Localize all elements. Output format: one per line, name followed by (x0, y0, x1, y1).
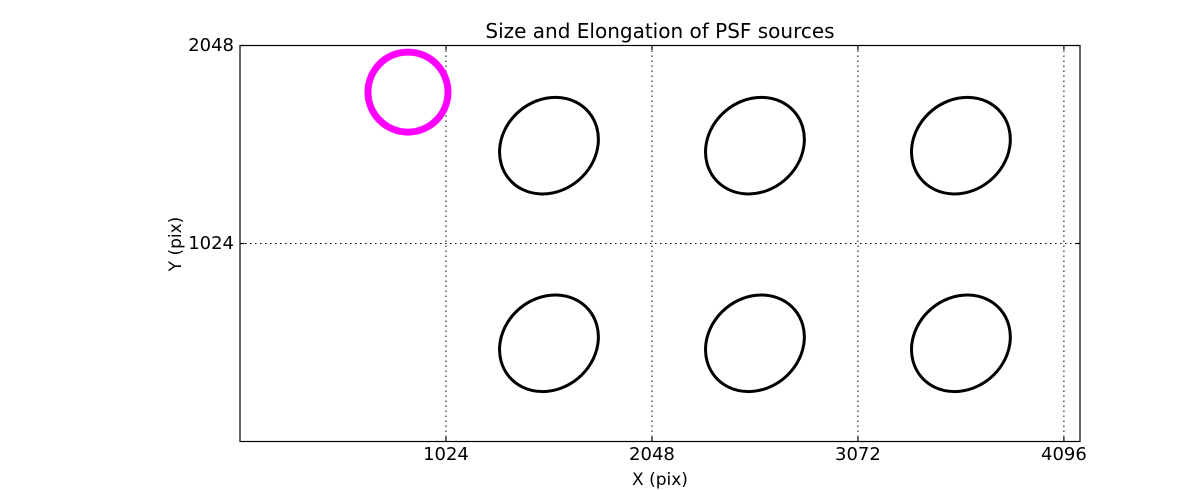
y-tick-label: 2048 (188, 35, 234, 56)
y-tick-label: 1024 (188, 233, 234, 254)
x-tick-label: 1024 (423, 444, 469, 465)
psf-ellipse (910, 95, 1012, 196)
psf-ellipse (498, 95, 600, 196)
psf-ellipse (910, 293, 1012, 394)
x-tick-label: 2048 (629, 444, 675, 465)
x-tick-label: 4096 (1041, 444, 1087, 465)
psf-ellipse (498, 293, 600, 394)
x-axis-label: X (pix) (632, 470, 688, 490)
psf-ellipse-highlighted (364, 48, 452, 136)
chart-title: Size and Elongation of PSF sources (485, 19, 835, 43)
x-tick-label: 3072 (835, 444, 881, 465)
psf-ellipse (704, 95, 806, 196)
psf-ellipse (704, 293, 806, 394)
